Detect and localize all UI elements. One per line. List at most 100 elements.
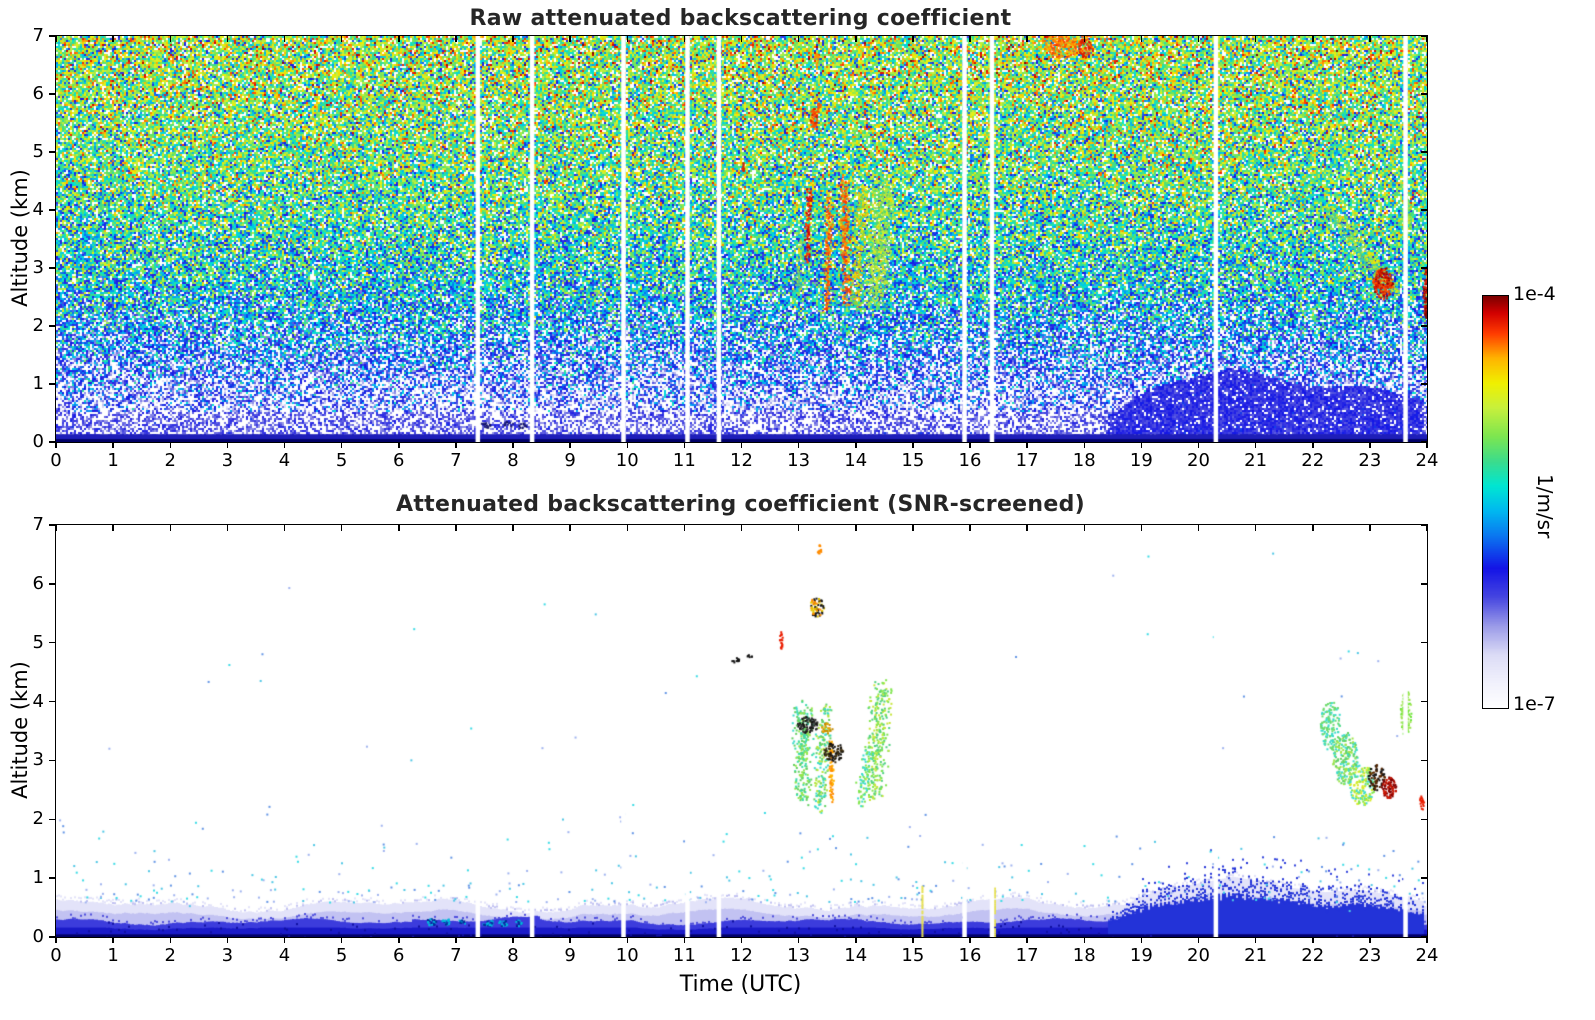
x-tick-mark [740, 937, 743, 943]
x-tick-mark [855, 937, 857, 943]
x-tick-label: 14 [844, 450, 868, 471]
x-tick-label: 22 [1301, 945, 1325, 966]
x-tick-mark-top [455, 36, 457, 42]
x-tick-label: 14 [844, 945, 868, 966]
y-tick-mark [48, 267, 55, 269]
y-tick-mark [48, 35, 55, 37]
x-tick-label: 17 [1015, 945, 1039, 966]
x-tick-mark [1197, 442, 1200, 448]
y-tick-label: 1 [32, 867, 44, 889]
x-tick-label: 0 [50, 450, 62, 471]
x-tick-label: 4 [278, 945, 291, 966]
x-tick-mark-top [969, 36, 971, 42]
y-tick-label: 5 [32, 141, 44, 162]
x-tick-mark [1369, 937, 1371, 943]
y-tick-mark [48, 877, 55, 879]
x-tick-mark-top [569, 525, 571, 531]
x-tick-label: 1 [107, 450, 119, 471]
y-tick-label: 3 [32, 749, 44, 771]
x-tick-mark [340, 442, 343, 448]
x-tick-mark [226, 442, 229, 448]
x-tick-label: 6 [393, 450, 405, 471]
y-tick-label: 0 [32, 431, 44, 452]
x-tick-mark [1426, 442, 1428, 448]
colorbar-min-label: 1e-7 [1513, 693, 1556, 715]
y-tick-mark [48, 583, 55, 585]
x-tick-label: 22 [1301, 450, 1325, 471]
colorbar-gradient [1483, 296, 1508, 708]
y-tick-mark [48, 151, 55, 153]
y-tick-mark [48, 700, 55, 703]
y-tick-label: 6 [32, 572, 44, 594]
y-tick-mark-right [1421, 151, 1427, 153]
x-tick-label: 16 [958, 450, 982, 471]
y-tick-mark-right [1421, 818, 1427, 821]
x-tick-mark-top [1426, 36, 1428, 42]
y-tick-mark [48, 209, 55, 211]
x-tick-mark-top [1026, 525, 1028, 531]
x-tick-mark-top [1426, 525, 1428, 531]
x-tick-mark [398, 442, 400, 448]
x-tick-label: 11 [672, 945, 696, 966]
screened-plot-title: Attenuated backscattering coefficient (S… [396, 492, 1085, 517]
colorbar-max-label: 1e-4 [1513, 283, 1556, 305]
x-tick-label: 9 [564, 450, 576, 471]
y-tick-label: 7 [32, 25, 44, 46]
x-tick-mark [169, 442, 171, 448]
y-tick-mark-right [1421, 209, 1427, 211]
y-tick-mark-right [1421, 35, 1427, 37]
y-tick-mark [48, 641, 55, 644]
screened-backscatter-heatmap [56, 525, 1427, 937]
x-tick-mark-top [112, 36, 114, 42]
x-tick-mark-top [112, 525, 114, 531]
x-tick-label: 3 [221, 450, 234, 471]
x-tick-mark-top [855, 36, 857, 42]
y-tick-label: 6 [32, 83, 44, 104]
x-tick-label: 1 [107, 945, 119, 966]
raw-backscatter-heatmap [56, 36, 1427, 442]
x-tick-mark [55, 442, 57, 448]
x-tick-label: 2 [164, 450, 176, 471]
x-tick-label: 23 [1358, 945, 1382, 966]
x-tick-mark-top [1312, 36, 1314, 42]
x-tick-mark [626, 937, 628, 943]
y-tick-label: 1 [32, 373, 44, 394]
x-tick-mark [969, 442, 971, 448]
x-tick-mark [1197, 937, 1200, 943]
x-tick-mark-top [1140, 525, 1143, 531]
x-tick-label: 7 [450, 450, 462, 471]
x-tick-label: 18 [1072, 945, 1096, 966]
x-tick-mark [283, 442, 286, 448]
x-tick-mark-top [569, 36, 571, 42]
y-tick-mark-right [1421, 325, 1427, 327]
x-tick-mark [1369, 442, 1371, 448]
x-tick-mark-top [912, 525, 914, 531]
x-tick-mark-top [169, 525, 171, 531]
x-tick-mark-top [1254, 525, 1257, 531]
x-tick-label: 11 [672, 450, 696, 471]
x-tick-label: 16 [958, 945, 982, 966]
x-tick-label: 5 [335, 945, 348, 966]
x-tick-mark [626, 442, 628, 448]
x-tick-label: 7 [450, 945, 462, 966]
x-tick-label: 24 [1415, 945, 1439, 966]
colorbar-unit-label: 1/m/sr [1533, 473, 1557, 539]
x-tick-mark [1026, 442, 1028, 448]
x-tick-label: 19 [1129, 450, 1153, 471]
x-tick-mark [740, 442, 743, 448]
y-tick-mark-right [1421, 641, 1427, 644]
y-tick-mark-right [1421, 267, 1427, 269]
x-tick-label: 4 [278, 450, 291, 471]
x-tick-mark-top [1254, 36, 1257, 42]
x-tick-mark [1312, 937, 1314, 943]
x-tick-mark [1140, 937, 1143, 943]
y-tick-mark-right [1421, 93, 1427, 95]
x-tick-mark [112, 937, 114, 943]
x-tick-mark-top [855, 525, 857, 531]
y-tick-mark-right [1421, 583, 1427, 585]
x-tick-label: 12 [730, 945, 753, 966]
y-tick-label: 4 [32, 690, 44, 712]
y-tick-mark-right [1421, 877, 1427, 879]
x-tick-mark-top [398, 525, 400, 531]
x-tick-label: 3 [221, 945, 234, 966]
